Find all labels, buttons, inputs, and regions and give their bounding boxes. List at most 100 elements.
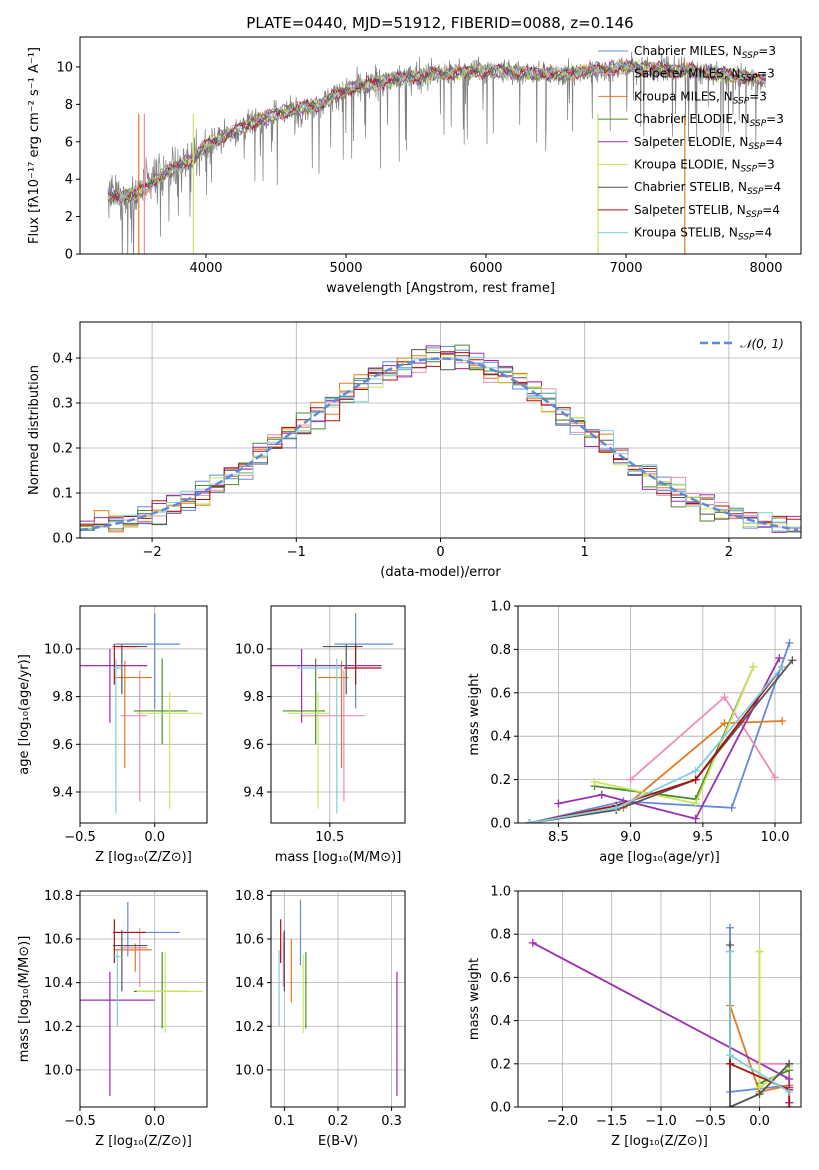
legend-subscript: SSP [750, 119, 767, 129]
plot-area [80, 606, 207, 823]
legend-subscript: SSP [741, 74, 758, 84]
weight-marker [785, 1074, 794, 1083]
legend-entry-6: Chabrier STELIB, NSSP=4 [634, 180, 781, 197]
legend-label: Kroupa STELIB, N [634, 226, 738, 240]
axes-frame [79, 605, 208, 824]
weight-marker [720, 693, 729, 702]
legend-suffix: =4 [764, 180, 782, 194]
y-tick-label: 1.0 [490, 885, 511, 900]
y-tick-label: 0.2 [490, 773, 511, 788]
x-axis-label: age [log₁₀(age/yr)] [599, 850, 720, 865]
weight-marker [691, 766, 700, 775]
legend-label: Salpeter ELODIE, N [634, 135, 748, 149]
legend-subscript: SSP [738, 233, 755, 243]
weight-marker [785, 1059, 794, 1068]
y-axis-label: age [log₁₀(age/yr)] [17, 654, 32, 775]
y-tick-label: 10.0 [44, 642, 73, 657]
legend-suffix: =3 [757, 158, 775, 172]
x-axis-label: wavelength [Angstrom, rest frame] [326, 281, 555, 296]
axes-frame [270, 890, 406, 1108]
y-tick-label: 10.2 [235, 1020, 264, 1035]
plot-area [80, 322, 801, 538]
weight-marker [626, 775, 635, 784]
weight-marker [771, 773, 780, 782]
weight-marker [726, 947, 735, 956]
weight-marker [785, 1087, 794, 1096]
legend-label: Kroupa MILES, N [634, 89, 733, 103]
y-tick-label: 10 [56, 60, 73, 75]
x-tick-label: 0.1 [274, 1114, 295, 1129]
weight-marker [778, 662, 787, 671]
weight-marker [691, 814, 700, 823]
x-tick-label: 5000 [329, 261, 362, 276]
y-tick-label: 0.4 [490, 730, 511, 745]
y-tick-label: 0.6 [490, 971, 511, 986]
weight-marker [727, 803, 736, 812]
y-tick-label: 0.0 [52, 532, 73, 547]
weight-marker [726, 923, 735, 932]
y-axis-label: Flux [fλ10⁻¹⁷ erg cm⁻² s⁻¹ A⁻¹] [27, 47, 42, 244]
legend-subscript: SSP [747, 187, 764, 197]
axes-frame [517, 890, 802, 1108]
plot-area [80, 891, 207, 1107]
legend-subscript: SSP [733, 96, 750, 106]
plot-area [271, 606, 405, 823]
legend-entry-3: Chabrier ELODIE, NSSP=3 [634, 112, 784, 129]
x-tick-label: 10.5 [315, 830, 344, 845]
legend-entry-2: Kroupa MILES, NSSP=3 [634, 89, 767, 106]
legend-suffix: =3 [766, 112, 784, 126]
weight-marker [525, 819, 534, 823]
y-axis-label: mass weight [467, 958, 482, 1040]
x-tick-label: 8.5 [548, 830, 569, 845]
panel-2: −0.5 0.0 9.4 9.6 9.8 10.0 Z [log₁₀(Z/Z⊙)] age [… [17, 605, 208, 865]
y-tick-label: 9.6 [243, 738, 264, 753]
legend-subscript: SSP [741, 165, 758, 175]
axes-frame [79, 890, 208, 1108]
x-tick-label: 0.3 [381, 1114, 402, 1129]
panel-7: −2.0 −1.5 −1.0 −0.5 0.0 0.0 0.2 0.4 0.6 0.8 1.0 Z [… [467, 885, 802, 1149]
legend-entry-7: Salpeter STELIB, NSSP=4 [634, 203, 780, 220]
panel-0: 4000 5000 6000 7000 8000 0 2 4 6 8 10 wavelength [A… [27, 36, 802, 296]
residual-histogram-4 [80, 345, 801, 533]
weight-marker [590, 777, 599, 786]
observed-spectrum [107, 51, 767, 254]
y-tick-label: 0.0 [490, 1101, 511, 1116]
x-tick-label: −2.0 [547, 1114, 579, 1129]
legend-entry-4: Salpeter ELODIE, NSSP=4 [634, 135, 783, 152]
y-tick-label: 10.8 [44, 889, 73, 904]
weight-marker [775, 654, 784, 663]
y-tick-label: 10.0 [235, 1063, 264, 1078]
x-tick-label: 0.0 [144, 830, 165, 845]
y-tick-label: 9.4 [52, 786, 73, 801]
x-tick-label: −1 [287, 545, 306, 560]
weight-marker [749, 662, 758, 671]
y-axis-label: Normed distribution [27, 365, 42, 495]
weight-marker [612, 803, 621, 812]
x-tick-label: 2 [725, 545, 733, 560]
legend-label: Chabrier MILES, N [634, 44, 742, 58]
panel-3: 10.5 9.4 9.6 9.8 10.0 mass [log₁₀(M/M⊙)] [235, 605, 406, 865]
panel-1: −2 −1 0 1 2 0.0 0.1 0.2 0.3 0.4 (data-model)/error… [27, 321, 802, 580]
x-tick-label: −1.0 [645, 1114, 677, 1129]
y-tick-label: 9.8 [243, 690, 264, 705]
plot-area [271, 891, 405, 1107]
y-axis-label: mass [log₁₀(M/M⊙)] [17, 936, 32, 1063]
y-tick-label: 1.0 [490, 600, 511, 615]
legend-suffix: =3 [749, 89, 767, 103]
x-tick-label: 8000 [749, 261, 782, 276]
y-tick-label: 0.4 [52, 352, 73, 367]
legend-label: Kroupa ELODIE, N [634, 158, 741, 172]
weight-line-8 [529, 666, 783, 823]
y-axis-label: mass weight [467, 673, 482, 755]
weight-marker [554, 799, 563, 808]
legend-suffix: =4 [762, 203, 780, 217]
x-axis-label: (data-model)/error [380, 565, 501, 580]
weight-line-0 [529, 642, 791, 823]
legend-label: Salpeter STELIB, N [634, 203, 746, 217]
y-tick-label: 10.8 [235, 889, 264, 904]
weight-marker [785, 1103, 794, 1107]
axes-frame [270, 605, 406, 824]
normal-curve [80, 357, 799, 532]
x-tick-label: 7000 [609, 261, 642, 276]
x-tick-label: 9.5 [692, 830, 713, 845]
